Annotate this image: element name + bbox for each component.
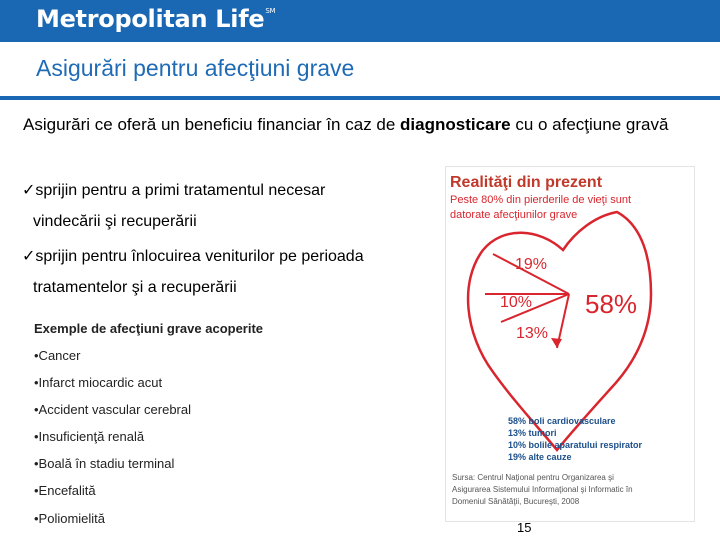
legend-item: 10% bolile aparatului respirator — [508, 440, 643, 450]
pct-19: 19% — [515, 256, 548, 273]
metlife-logo: Metropolitan LifeSM — [36, 5, 276, 33]
header-bar: Metropolitan LifeSM — [0, 0, 720, 42]
infographic-title: Realităţi din prezent — [450, 174, 603, 191]
example-item: •Infarct miocardic acut — [34, 375, 163, 390]
arrow-head — [551, 338, 562, 348]
bullet-1-line-2: vindecării şi recuperării — [33, 213, 197, 230]
example-item: •Poliomielită — [34, 511, 106, 526]
infographic-subtitle: datorate afecţiunilor grave — [450, 209, 578, 221]
legend-item: 58% boli cardiovasculare — [508, 416, 616, 426]
examples-heading: Exemple de afecţiuni grave acoperite — [34, 321, 264, 336]
checkmark-icon: ✓ — [22, 246, 36, 265]
slide-title: Asigurări pentru afecţiuni grave — [36, 55, 355, 81]
example-item: •Insuficienţă renală — [34, 429, 145, 444]
page-number: 15 — [517, 520, 532, 535]
example-item: •Encefalită — [34, 483, 96, 498]
bullet-2-line-1: ✓sprijin pentru înlocuirea veniturilor p… — [22, 246, 364, 265]
slice-divider — [500, 293, 570, 323]
infographic-subtitle: Peste 80% din pierderile de vieţi sunt — [450, 194, 631, 206]
pct-58: 58% — [585, 289, 638, 319]
intro-text: Asigurări ce oferă un beneficiu financia… — [23, 115, 669, 134]
source-note: Sursa: Centrul Naţional pentru Organizar… — [452, 473, 614, 482]
bullet-1-line-1: ✓sprijin pentru a primi tratamentul nece… — [22, 180, 326, 199]
example-item: •Accident vascular cerebral — [34, 402, 192, 417]
legend-item: 19% alte cauze — [508, 452, 572, 462]
pct-13: 13% — [516, 325, 549, 342]
checkmark-icon: ✓ — [22, 180, 36, 199]
pct-10: 10% — [500, 294, 533, 311]
legend-item: 13% tumori — [508, 428, 557, 438]
example-item: •Boală în stadiu terminal — [34, 456, 175, 471]
example-item: •Cancer — [34, 348, 81, 363]
slice-divider — [492, 253, 570, 295]
title-divider — [0, 96, 720, 100]
source-note: Asigurarea Sistemului Informaţional şi I… — [452, 485, 633, 494]
bullet-2-line-2: tratamentelor şi a recuperării — [33, 279, 237, 296]
source-note: Domeniul Sănătăţii, Bucureşti, 2008 — [452, 497, 580, 506]
heart-infographic — [445, 166, 695, 522]
heart-outline — [466, 210, 653, 452]
